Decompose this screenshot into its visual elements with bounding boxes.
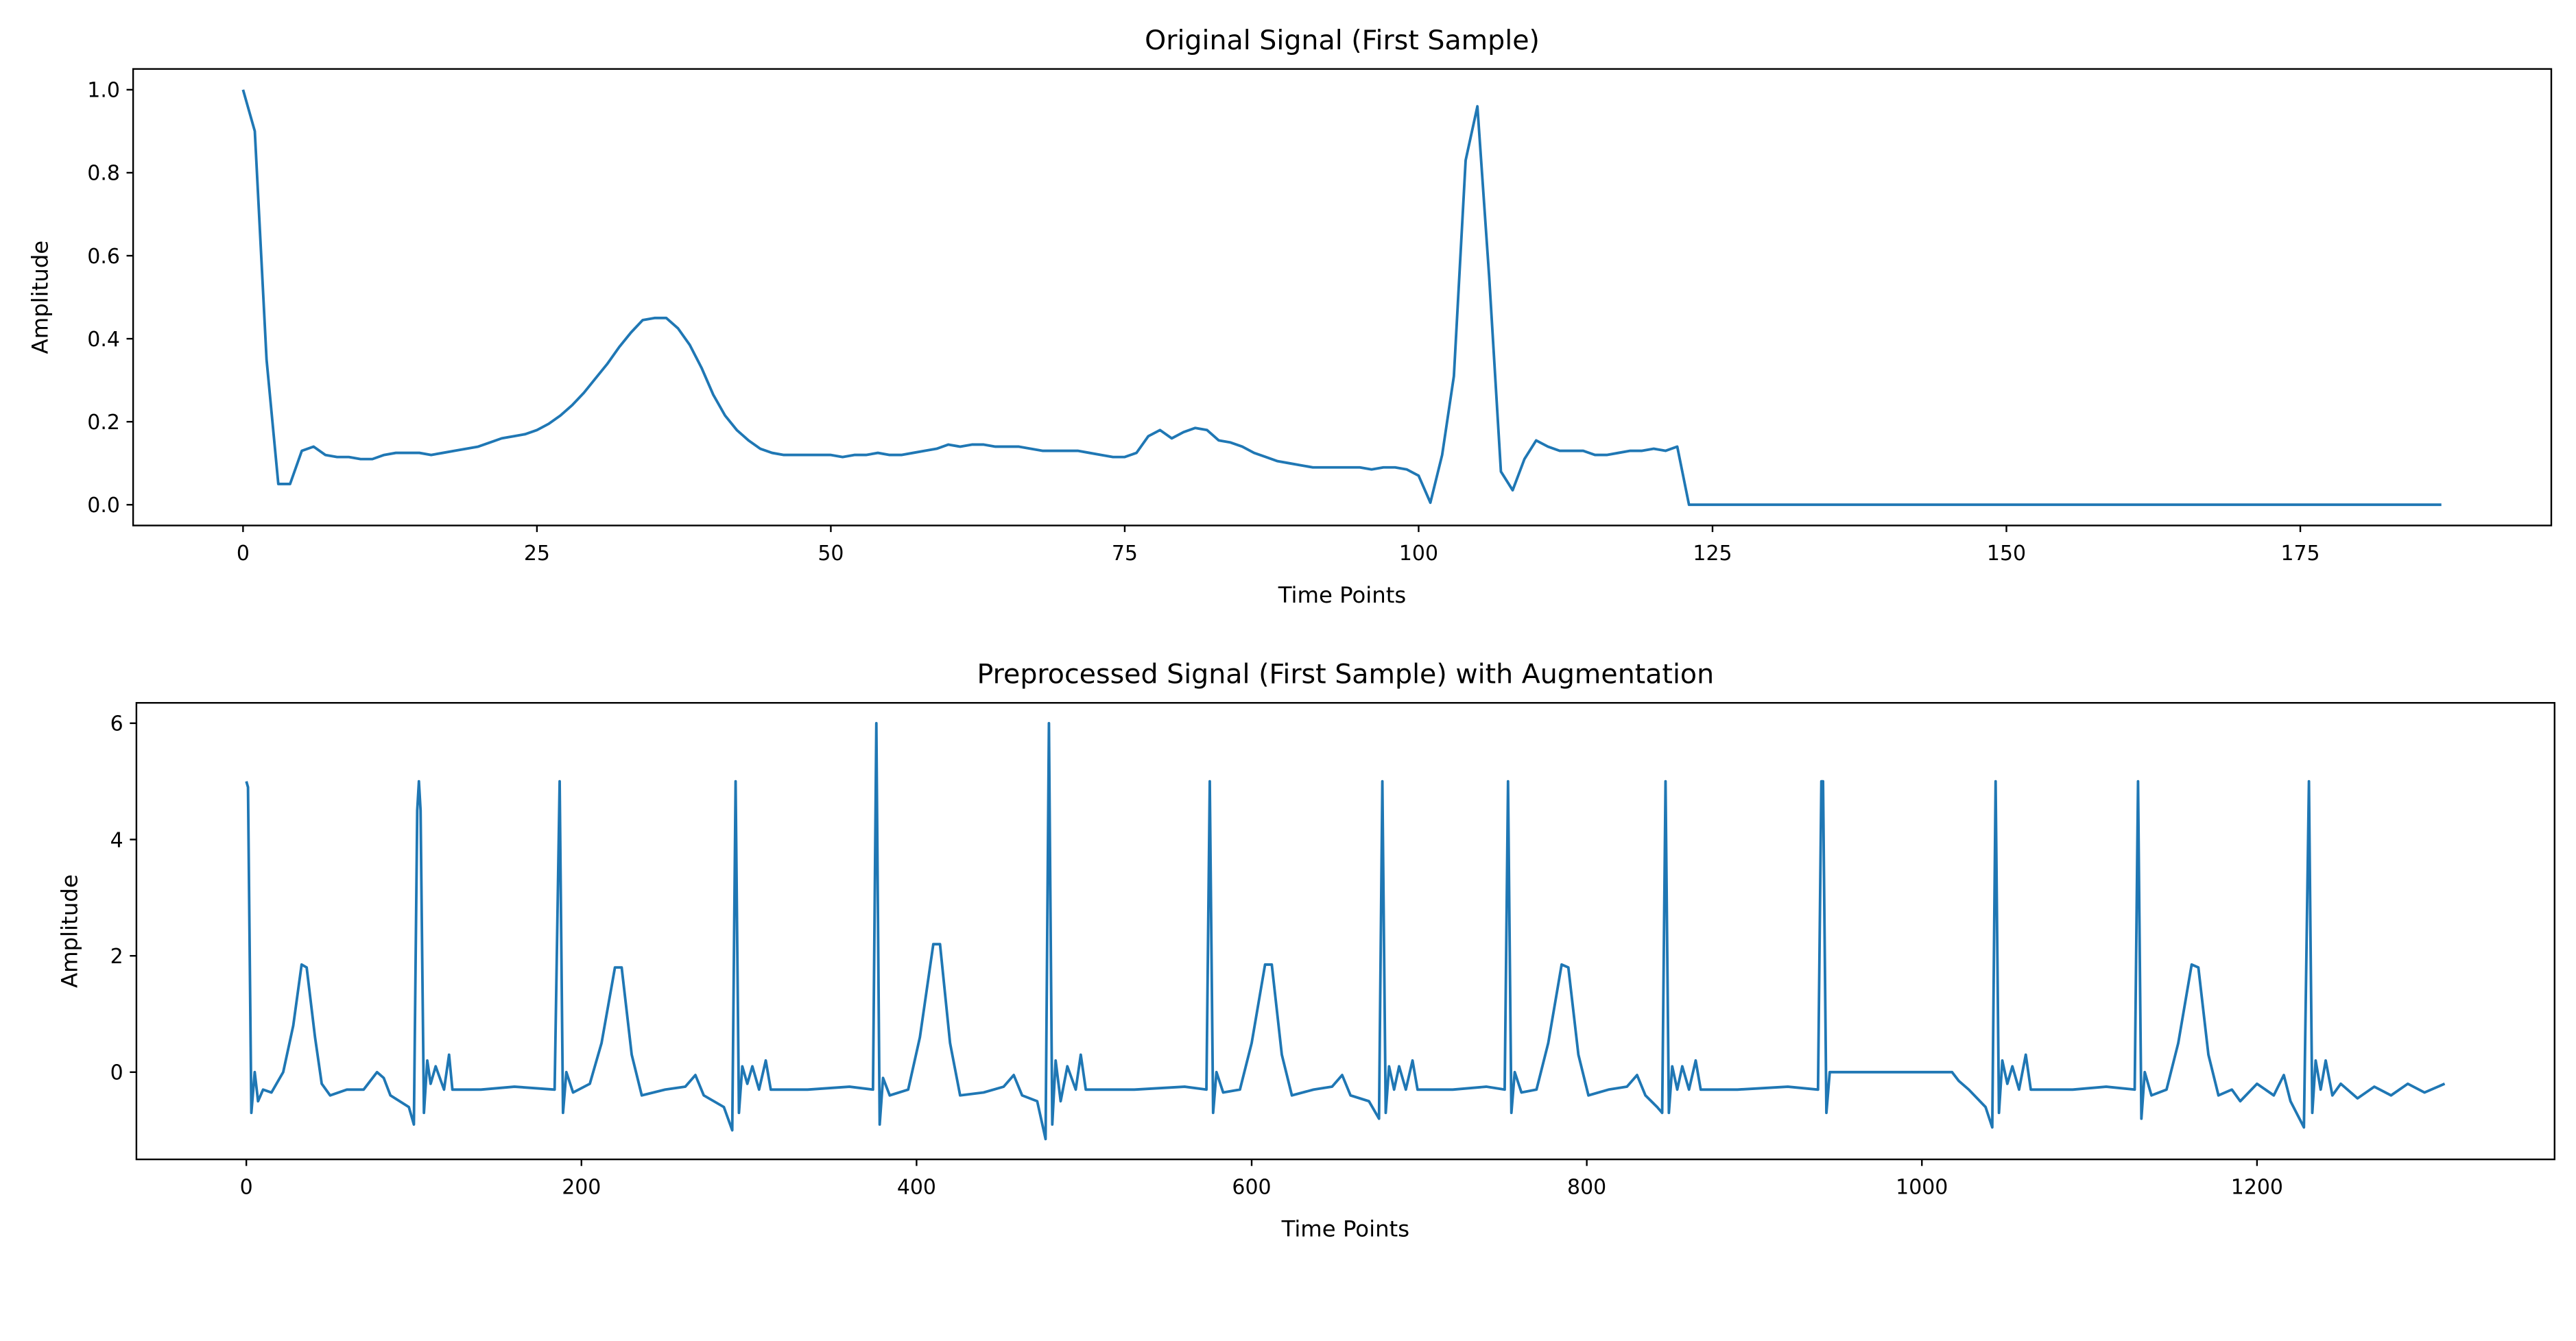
y-tick-label: 2 bbox=[110, 945, 123, 969]
y-tick-label: 0.6 bbox=[87, 245, 120, 269]
x-tick-label: 1200 bbox=[2231, 1175, 2283, 1199]
x-axis-label: Time Points bbox=[1278, 582, 1407, 608]
signal-line bbox=[241, 89, 2442, 507]
x-tick-label: 150 bbox=[1987, 542, 2026, 566]
y-tick-label: 0.2 bbox=[87, 411, 120, 435]
y-tick-label: 1.0 bbox=[87, 79, 120, 103]
x-tick-label: 400 bbox=[897, 1175, 936, 1199]
x-tick-label: 0 bbox=[237, 542, 250, 566]
signal-line bbox=[245, 721, 2446, 1141]
y-tick-label: 0.8 bbox=[87, 162, 120, 186]
x-tick-label: 125 bbox=[1693, 542, 1732, 566]
x-tick-label: 75 bbox=[1112, 542, 1138, 566]
plot-frame bbox=[132, 68, 2553, 527]
x-tick-label: 800 bbox=[1567, 1175, 1606, 1199]
y-tick-label: 6 bbox=[110, 712, 123, 736]
x-tick-label: 50 bbox=[818, 542, 844, 566]
y-tick-label: 4 bbox=[110, 828, 123, 852]
plot-frame bbox=[135, 701, 2555, 1161]
x-tick-label: 0 bbox=[240, 1175, 253, 1199]
x-tick-label: 25 bbox=[524, 542, 550, 566]
x-tick-label: 200 bbox=[562, 1175, 601, 1199]
x-tick-label: 100 bbox=[1399, 542, 1438, 566]
y-axis-label: Amplitude bbox=[27, 241, 53, 354]
y-tick-label: 0.4 bbox=[87, 328, 120, 352]
x-tick-label: 1000 bbox=[1896, 1175, 1948, 1199]
y-tick-label: 0 bbox=[110, 1061, 123, 1085]
chart-title: Original Signal (First Sample) bbox=[1145, 25, 1540, 56]
y-tick-label: 0.0 bbox=[87, 494, 120, 518]
y-axis-label: Amplitude bbox=[57, 874, 83, 988]
x-tick-label: 600 bbox=[1232, 1175, 1271, 1199]
chart-title: Preprocessed Signal (First Sample) with … bbox=[977, 658, 1714, 690]
x-tick-label: 175 bbox=[2280, 542, 2319, 566]
x-axis-label: Time Points bbox=[1281, 1216, 1410, 1242]
